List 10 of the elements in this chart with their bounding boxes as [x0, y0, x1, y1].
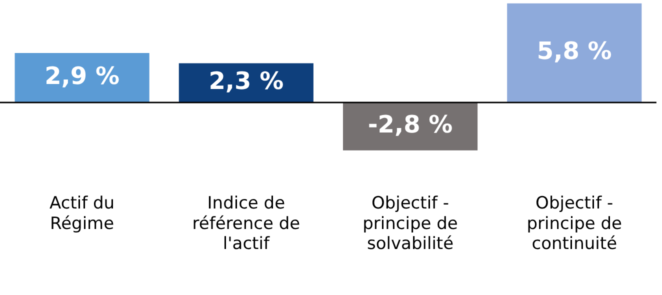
- x-tick-label: Objectif - principe de continuité: [526, 193, 622, 254]
- x-tick-label: Objectif - principe de solvabilité: [362, 193, 458, 254]
- x-tick-label: Indice de référence de l'actif: [192, 193, 300, 254]
- x-tick-label: Actif du Régime: [50, 193, 115, 234]
- data-label: 2,9 %: [44, 62, 120, 90]
- data-label: 5,8 %: [536, 37, 612, 66]
- bar: [14, 52, 150, 103]
- data-label: 2,3 %: [208, 67, 284, 96]
- bar: [507, 3, 642, 103]
- data-label: -2,8 %: [368, 110, 453, 139]
